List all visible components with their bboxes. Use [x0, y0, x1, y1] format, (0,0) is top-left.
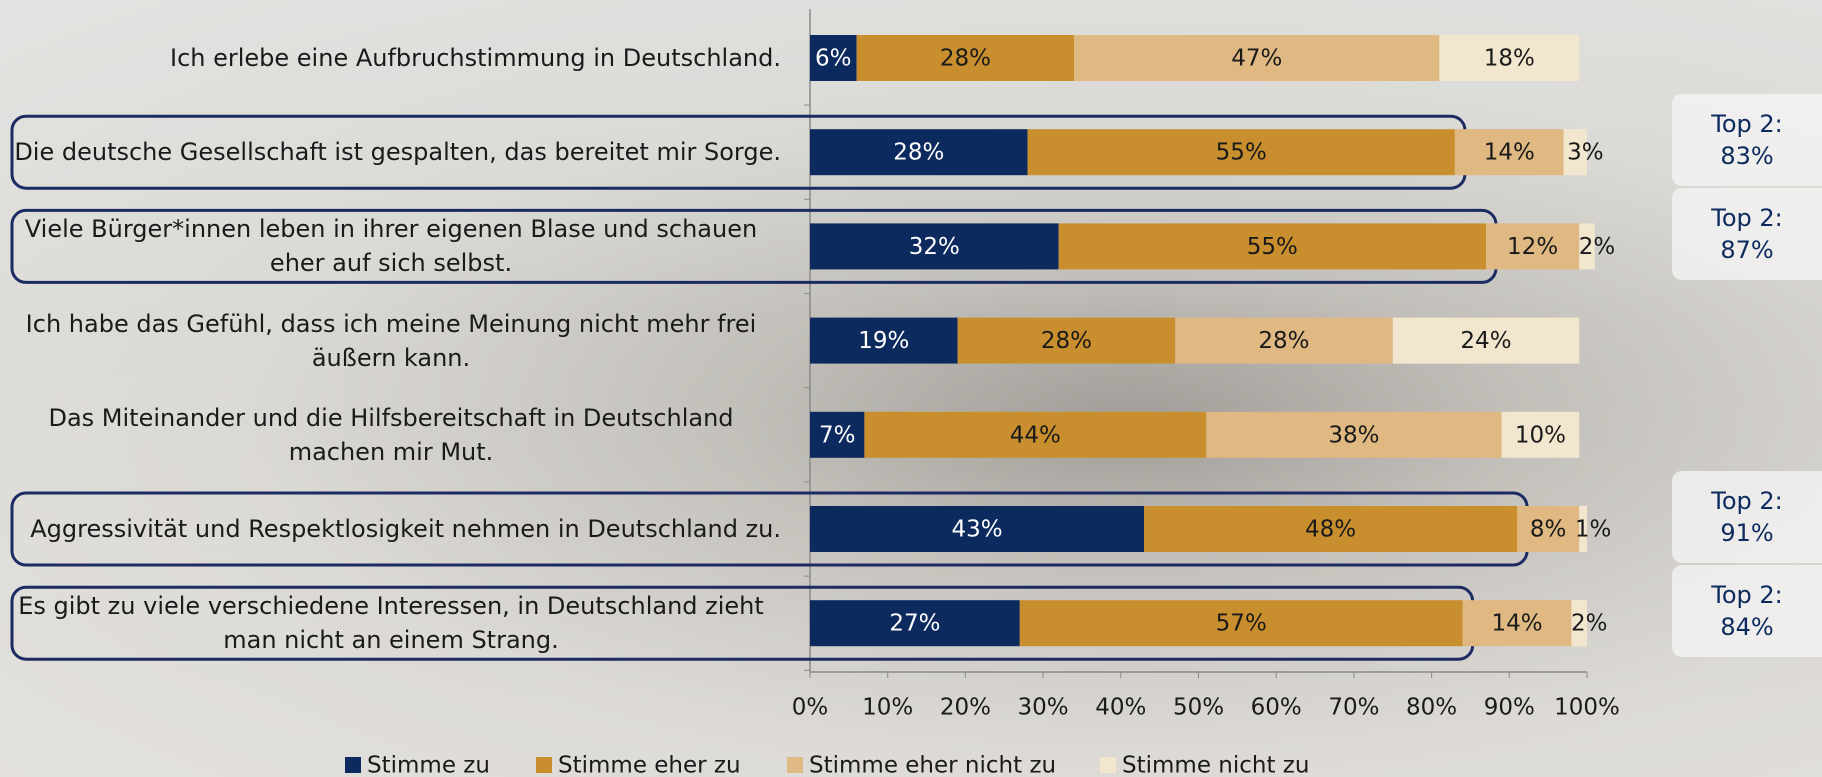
category-label: Aggressivität und Respektlosigkeit nehme…	[0, 489, 781, 569]
category-text: Aggressivität und Respektlosigkeit nehme…	[30, 512, 781, 546]
x-tick-label: 0%	[792, 695, 829, 721]
chart-page: 0% 10% 20% 30% 40% 50% 60% 70% 80% 90% 100% 6% 28% 47…	[0, 0, 1822, 777]
top2-annotation: Top 2: 84%	[1672, 565, 1822, 657]
legend-swatch	[787, 757, 803, 773]
legend-swatch	[345, 757, 361, 773]
data-label: 55%	[1216, 140, 1267, 166]
category-label: Ich habe das Gefühl, dass ich meine Mein…	[0, 301, 781, 381]
legend-label: Stimme eher zu	[558, 753, 741, 777]
top2-annotation: Top 2: 87%	[1672, 188, 1822, 280]
data-label: 48%	[1305, 517, 1356, 543]
data-label: 28%	[1041, 328, 1092, 354]
x-tick-label: 100%	[1554, 695, 1620, 721]
legend-swatch	[536, 757, 552, 773]
data-label: 55%	[1247, 234, 1298, 260]
category-label: Die deutsche Gesellschaft ist gespalten,…	[0, 112, 781, 192]
x-tick-label: 70%	[1328, 695, 1379, 721]
data-label: 1%	[1575, 517, 1612, 543]
data-label: 32%	[909, 234, 960, 260]
legend-label: Stimme eher nicht zu	[809, 753, 1056, 777]
data-label: 28%	[893, 140, 944, 166]
x-tick-label: 30%	[1018, 695, 1069, 721]
x-tick-label: 60%	[1251, 695, 1302, 721]
data-label: 3%	[1567, 140, 1604, 166]
category-text: Viele Bürger*innen leben in ihrer eigene…	[1, 212, 781, 280]
data-label: 28%	[940, 46, 991, 72]
category-text: Ich habe das Gefühl, dass ich meine Mein…	[1, 307, 781, 375]
data-label: 57%	[1216, 611, 1267, 637]
data-label: 10%	[1515, 422, 1566, 448]
legend-swatch	[1100, 757, 1116, 773]
data-label: 44%	[1010, 422, 1061, 448]
category-text: Die deutsche Gesellschaft ist gespalten,…	[14, 135, 781, 169]
x-tick-label: 50%	[1173, 695, 1224, 721]
data-label: 12%	[1507, 234, 1558, 260]
x-tick-label: 80%	[1406, 695, 1457, 721]
data-label: 14%	[1484, 140, 1535, 166]
x-tick-label: 10%	[862, 695, 913, 721]
category-text: Ich erlebe eine Aufbruchstimmung in Deut…	[170, 41, 781, 75]
legend-label: Stimme nicht zu	[1122, 753, 1309, 777]
data-label: 18%	[1484, 46, 1535, 72]
x-tick-label: 90%	[1484, 695, 1535, 721]
category-text: Es gibt zu viele verschiedene Interessen…	[1, 589, 781, 657]
data-label: 8%	[1530, 517, 1567, 543]
category-label: Das Miteinander und die Hilfsbereitschaf…	[0, 395, 781, 475]
x-tick-label: 40%	[1095, 695, 1146, 721]
data-label: 38%	[1328, 422, 1379, 448]
data-label: 7%	[819, 422, 856, 448]
data-label: 14%	[1492, 611, 1543, 637]
data-label: 2%	[1579, 234, 1616, 260]
legend-label: Stimme zu	[367, 753, 490, 777]
data-label: 47%	[1231, 46, 1282, 72]
x-tick-label: 20%	[940, 695, 991, 721]
data-label: 28%	[1258, 328, 1309, 354]
category-text: Das Miteinander und die Hilfsbereitschaf…	[1, 401, 781, 469]
data-label: 24%	[1460, 328, 1511, 354]
category-label: Ich erlebe eine Aufbruchstimmung in Deut…	[0, 18, 781, 98]
data-label: 43%	[951, 517, 1002, 543]
data-label: 27%	[889, 611, 940, 637]
top2-annotation: Top 2: 83%	[1672, 94, 1822, 186]
data-label: 6%	[815, 46, 852, 72]
top2-annotation: Top 2: 91%	[1672, 471, 1822, 563]
category-label: Es gibt zu viele verschiedene Interessen…	[0, 583, 781, 663]
data-label: 2%	[1571, 611, 1608, 637]
data-label: 19%	[858, 328, 909, 354]
category-label: Viele Bürger*innen leben in ihrer eigene…	[0, 206, 781, 286]
